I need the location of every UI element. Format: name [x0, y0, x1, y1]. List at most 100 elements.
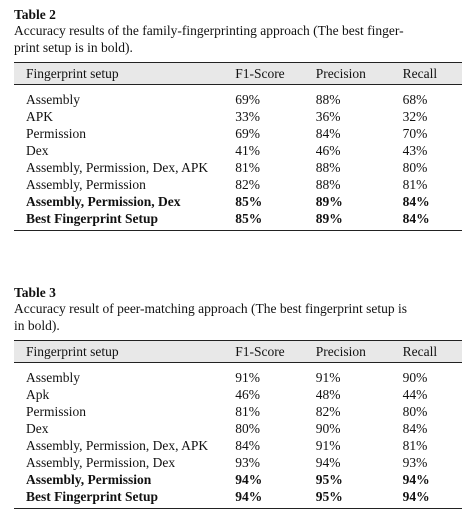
table-row: Assembly 69% 88% 68%: [14, 85, 462, 109]
cell-setup: Assembly: [26, 92, 80, 107]
col-header-f1: F1-Score: [225, 340, 306, 363]
cell-setup: Assembly, Permission, Dex, APK: [26, 438, 209, 453]
cell-f1: 85%: [235, 194, 263, 209]
cell-f1: 81%: [235, 160, 260, 175]
cell-precision: 88%: [315, 177, 341, 192]
cell-recall: 94%: [392, 488, 462, 509]
cell-precision: 90%: [315, 421, 341, 436]
table-row: Assembly 91% 91% 90%: [14, 363, 462, 387]
cell-precision: 82%: [315, 404, 341, 419]
header-row: Fingerprint setup F1-Score Precision Rec…: [14, 340, 462, 363]
table-2: Table 2 Accuracy results of the family-f…: [14, 7, 462, 231]
cell-f1: 93%: [235, 455, 260, 470]
cell-precision: 88%: [315, 160, 341, 175]
cell-precision: 95%: [315, 472, 343, 487]
cell-setup: Assembly: [26, 370, 80, 385]
cell-f1: 33%: [235, 109, 260, 124]
cell-precision: 46%: [315, 143, 341, 158]
cell-recall: 84%: [402, 421, 428, 436]
cell-f1: 80%: [235, 421, 260, 436]
header-row: Fingerprint setup F1-Score Precision Rec…: [14, 62, 462, 85]
cell-precision: 84%: [315, 126, 341, 141]
table-3: Table 3 Accuracy result of peer-matching…: [14, 285, 462, 509]
table-caption: Accuracy results of the family-fingerpri…: [14, 23, 462, 56]
cell-setup: Assembly, Permission: [26, 177, 146, 192]
col-header-recall: Recall: [392, 62, 462, 85]
cell-setup: Assembly, Permission, Dex, APK: [26, 160, 209, 175]
cell-recall: 68%: [402, 92, 428, 107]
col-header-f1: F1-Score: [225, 62, 306, 85]
col-header-precision: Precision: [305, 62, 393, 85]
cell-setup: Assembly, Permission, Dex: [26, 194, 181, 209]
table-row: Assembly, Permission 82% 88% 81%: [14, 176, 462, 193]
cell-precision: 95%: [305, 488, 393, 509]
cell-recall: 32%: [402, 109, 428, 124]
table-row: Permission 69% 84% 70%: [14, 125, 462, 142]
cell-f1: 69%: [235, 126, 260, 141]
cell-recall: 94%: [402, 472, 430, 487]
col-header-recall: Recall: [392, 340, 462, 363]
cell-setup: Dex: [26, 421, 49, 436]
table-row: Assembly, Permission, Dex 85% 89% 84%: [14, 193, 462, 210]
caption-line: Accuracy results of the family-fingerpri…: [14, 23, 404, 38]
table-row: Assembly, Permission, Dex, APK 81% 88% 80%: [14, 159, 462, 176]
cell-recall: 84%: [392, 210, 462, 231]
table-row: Assembly, Permission, Dex 93% 94% 93%: [14, 454, 462, 471]
cell-recall: 80%: [402, 404, 428, 419]
cell-f1: 84%: [235, 438, 260, 453]
table-row: Best Fingerprint Setup 94% 95% 94%: [14, 488, 462, 509]
cell-setup: Assembly, Permission: [26, 472, 152, 487]
table-label: Table 2: [14, 7, 56, 22]
cell-f1: 46%: [235, 387, 260, 402]
caption-line: print setup is in bold).: [14, 39, 133, 55]
cell-precision: 94%: [315, 455, 341, 470]
results-table: Fingerprint setup F1-Score Precision Rec…: [14, 62, 462, 231]
table-row: Permission 81% 82% 80%: [14, 403, 462, 420]
col-header-precision: Precision: [305, 340, 393, 363]
cell-f1: 41%: [235, 143, 260, 158]
cell-recall: 93%: [402, 455, 428, 470]
cell-f1: 94%: [225, 488, 306, 509]
cell-setup: Apk: [26, 387, 50, 402]
caption-line: in bold).: [14, 317, 60, 333]
table-row: Dex 80% 90% 84%: [14, 420, 462, 437]
cell-precision: 89%: [305, 210, 393, 231]
caption-line: Accuracy result of peer-matching approac…: [14, 301, 407, 316]
cell-recall: 70%: [402, 126, 428, 141]
cell-setup: Permission: [26, 126, 87, 141]
table-row: Assembly, Permission, Dex, APK 84% 91% 81%: [14, 437, 462, 454]
cell-recall: 81%: [402, 438, 428, 453]
cell-recall: 84%: [402, 194, 430, 209]
results-table: Fingerprint setup F1-Score Precision Rec…: [14, 340, 462, 509]
table-row: APK 33% 36% 32%: [14, 108, 462, 125]
cell-precision: 48%: [315, 387, 341, 402]
cell-f1: 85%: [225, 210, 306, 231]
cell-f1: 91%: [235, 370, 260, 385]
cell-f1: 69%: [235, 92, 260, 107]
cell-precision: 88%: [315, 92, 341, 107]
table-caption: Accuracy result of peer-matching approac…: [14, 301, 462, 334]
cell-recall: 44%: [402, 387, 428, 402]
cell-precision: 91%: [315, 438, 341, 453]
col-header-setup: Fingerprint setup: [14, 62, 226, 85]
cell-setup: Assembly, Permission, Dex: [26, 455, 176, 470]
cell-f1: 81%: [235, 404, 260, 419]
cell-f1: 82%: [235, 177, 260, 192]
cell-recall: 90%: [402, 370, 428, 385]
cell-recall: 43%: [402, 143, 428, 158]
cell-setup: Best Fingerprint Setup: [14, 488, 226, 509]
cell-precision: 36%: [315, 109, 341, 124]
cell-setup: APK: [26, 109, 54, 124]
table-label: Table 3: [14, 285, 56, 300]
cell-recall: 81%: [402, 177, 428, 192]
cell-recall: 80%: [402, 160, 428, 175]
cell-setup: Best Fingerprint Setup: [14, 210, 226, 231]
cell-f1: 94%: [235, 472, 263, 487]
cell-precision: 89%: [315, 194, 343, 209]
table-row: Best Fingerprint Setup 85% 89% 84%: [14, 210, 462, 231]
table-row: Apk 46% 48% 44%: [14, 386, 462, 403]
col-header-setup: Fingerprint setup: [14, 340, 226, 363]
table-row: Assembly, Permission 94% 95% 94%: [14, 471, 462, 488]
cell-setup: Permission: [26, 404, 87, 419]
cell-setup: Dex: [26, 143, 49, 158]
